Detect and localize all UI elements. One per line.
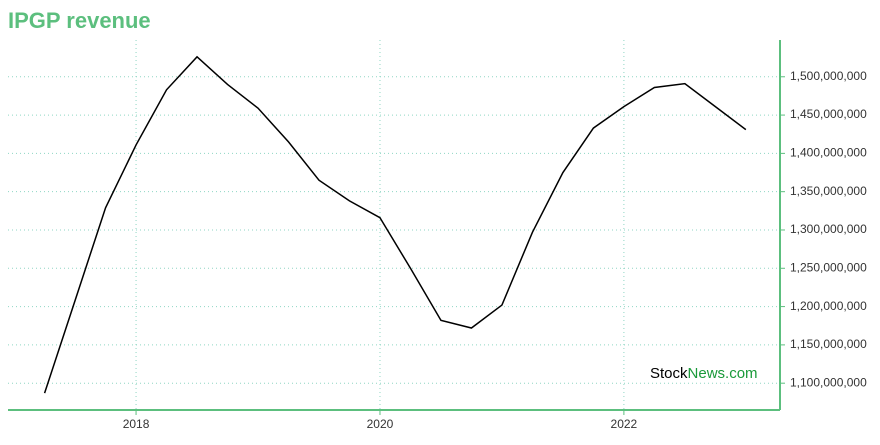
y-tick-label: 1,150,000,000 bbox=[790, 337, 867, 351]
x-tick-label: 2018 bbox=[123, 417, 150, 431]
y-tick-label: 1,400,000,000 bbox=[790, 146, 867, 160]
line-series bbox=[43, 55, 747, 394]
chart-title: IPGP revenue bbox=[8, 8, 151, 33]
y-tick-label: 1,250,000,000 bbox=[790, 260, 867, 274]
watermark-part: News.com bbox=[688, 365, 758, 382]
y-tick-label: 1,350,000,000 bbox=[790, 184, 867, 198]
x-tick-label: 2022 bbox=[611, 417, 638, 431]
y-tick-label: 1,100,000,000 bbox=[790, 375, 867, 389]
watermark-part: Stock bbox=[650, 365, 688, 382]
y-tick-label: 1,300,000,000 bbox=[790, 222, 867, 236]
y-tick-label: 1,500,000,000 bbox=[790, 69, 867, 83]
watermark: StockNews.com bbox=[650, 365, 758, 382]
x-tick-label: 2020 bbox=[367, 417, 394, 431]
y-tick-label: 1,200,000,000 bbox=[790, 299, 867, 313]
y-tick-label: 1,450,000,000 bbox=[790, 107, 867, 121]
